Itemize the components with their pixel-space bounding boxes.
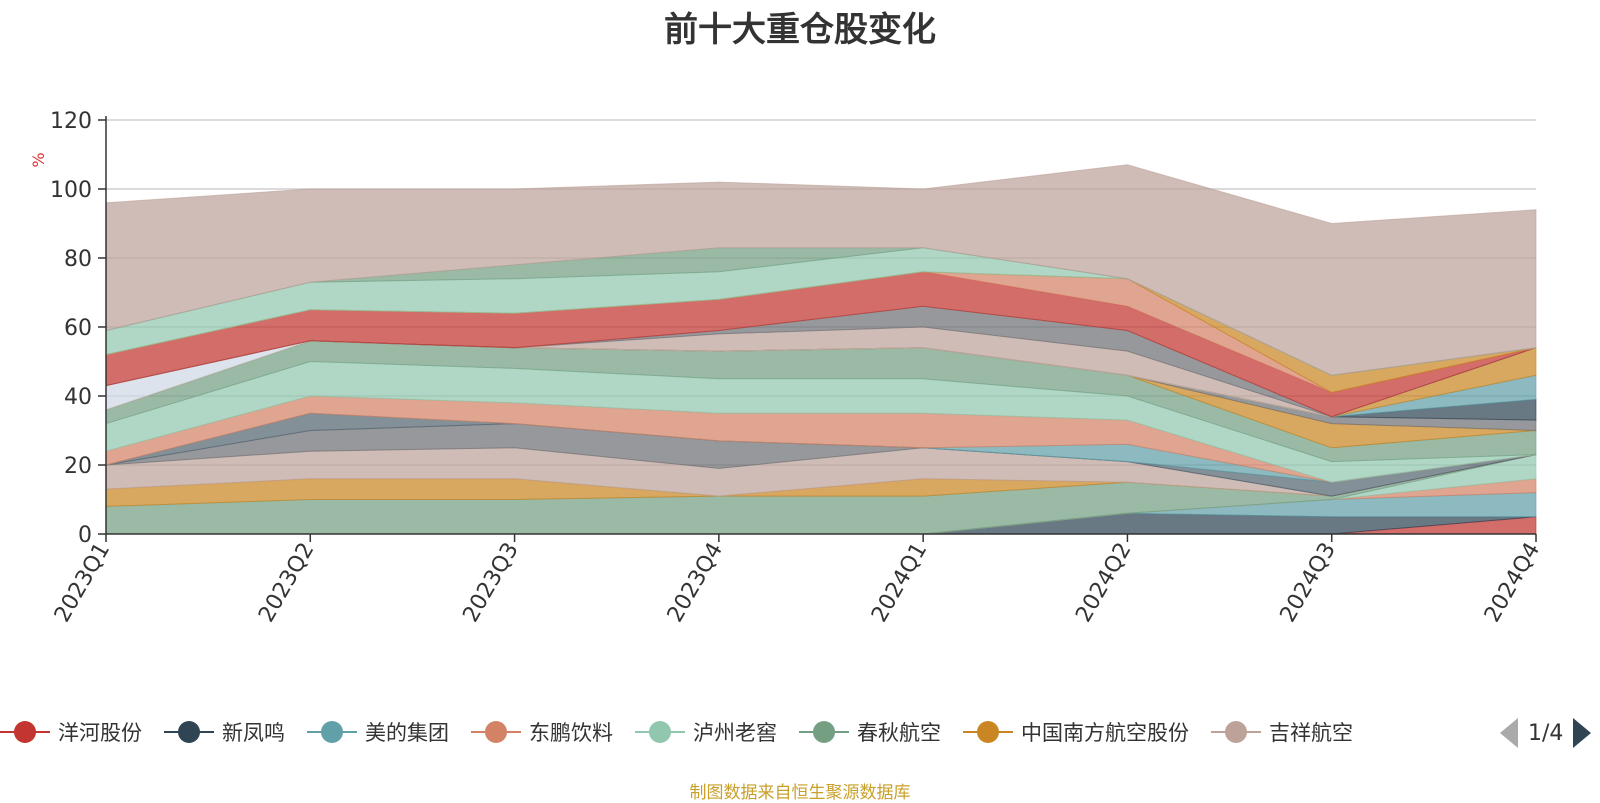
y-tick-label: 60 <box>64 316 92 341</box>
legend-swatch-icon <box>307 720 357 744</box>
legend-item-2[interactable]: 新凤鸣 <box>164 717 285 747</box>
legend-label: 洋河股份 <box>58 721 142 745</box>
x-tick-label: 2024Q3 <box>1276 539 1341 627</box>
legend-swatch-icon <box>1211 720 1261 744</box>
legend-item-8[interactable]: 吉祥航空 <box>1211 717 1353 747</box>
y-tick-label: 100 <box>50 178 92 203</box>
legend-label: 中国南方航空股份 <box>1021 721 1189 745</box>
legend-swatch-icon <box>963 720 1013 744</box>
legend-label: 泸州老窖 <box>693 721 777 745</box>
legend-next-page-icon[interactable] <box>1573 718 1592 748</box>
y-tick-label: 40 <box>64 385 92 410</box>
legend-page-indicator: 1/4 <box>1528 720 1564 746</box>
x-tick-label: 2024Q4 <box>1480 539 1545 627</box>
legend-prev-page-icon[interactable] <box>1500 718 1518 748</box>
legend-label: 吉祥航空 <box>1269 721 1353 745</box>
y-tick-label: 120 <box>50 109 92 134</box>
chart-title: 前十大重仓股变化 <box>664 10 936 50</box>
legend-label: 东鹏饮料 <box>529 721 613 745</box>
x-tick-label: 2023Q3 <box>458 539 523 627</box>
legend-item-7[interactable]: 中国南方航空股份 <box>963 717 1189 747</box>
legend-item-1[interactable]: 洋河股份 <box>0 717 142 747</box>
x-tick-label: 2023Q1 <box>50 539 115 627</box>
legend: 洋河股份 新凤鸣 美的集团 东鹏饮料 泸州老窖 春秋航空 中国南方航空股份 吉祥航空 <box>0 712 1375 752</box>
y-tick-label: 0 <box>78 523 92 548</box>
legend-swatch-icon <box>0 720 50 744</box>
y-tick-label: 80 <box>64 247 92 272</box>
legend-label: 春秋航空 <box>857 721 941 745</box>
legend-pager: 1/4 <box>1500 718 1592 748</box>
legend-swatch-icon <box>471 720 521 744</box>
x-tick-label: 2023Q2 <box>254 539 319 627</box>
legend-swatch-icon <box>799 720 849 744</box>
y-tick-label: 20 <box>64 454 92 479</box>
y-axis-unit: % <box>29 152 48 167</box>
x-tick-label: 2023Q4 <box>663 539 728 627</box>
x-tick-label: 2024Q1 <box>867 539 932 627</box>
x-tick-label: 2024Q2 <box>1071 539 1136 627</box>
legend-item-6[interactable]: 春秋航空 <box>799 717 941 747</box>
legend-label: 美的集团 <box>365 721 449 745</box>
legend-label: 新凤鸣 <box>222 721 285 745</box>
area-series-28 <box>105 164 1537 376</box>
legend-item-5[interactable]: 泸州老窖 <box>635 717 777 747</box>
legend-swatch-icon <box>635 720 685 744</box>
legend-item-3[interactable]: 美的集团 <box>307 717 449 747</box>
legend-swatch-icon <box>164 720 214 744</box>
source-note: 制图数据来自恒生聚源数据库 <box>689 783 911 803</box>
legend-item-4[interactable]: 东鹏饮料 <box>471 717 613 747</box>
